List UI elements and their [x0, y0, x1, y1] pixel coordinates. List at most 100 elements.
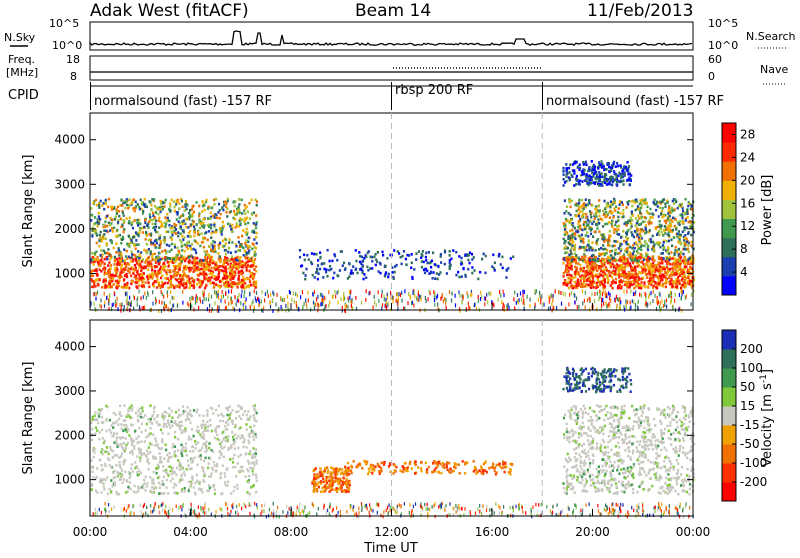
power-cell — [601, 181, 603, 184]
power-cell — [585, 234, 587, 237]
power-cell — [628, 173, 630, 176]
power-cell — [411, 262, 413, 265]
power-cell — [236, 302, 237, 306]
power-cell — [563, 292, 564, 296]
power-cell — [520, 292, 521, 296]
freq-panel-frame — [90, 56, 693, 80]
power-cell — [568, 212, 570, 215]
power-cell — [219, 269, 221, 272]
power-cell — [582, 259, 584, 262]
power-cell — [604, 248, 606, 251]
power-cell — [471, 253, 473, 256]
power-cell — [106, 225, 108, 228]
power-cell — [120, 226, 122, 229]
power-cell — [690, 244, 692, 247]
power-cell — [160, 221, 162, 224]
power-cell — [604, 176, 606, 179]
power-cell — [647, 212, 649, 215]
power-cell — [365, 256, 367, 259]
power-cell — [185, 257, 187, 260]
power-cell — [230, 274, 232, 277]
power-cell — [314, 302, 315, 306]
power-cell — [564, 233, 566, 236]
power-cell — [459, 294, 460, 298]
power-cell — [196, 294, 197, 298]
power-cell — [165, 231, 167, 234]
power-cell — [608, 291, 609, 295]
power-cell — [270, 305, 271, 309]
power-cell — [605, 294, 606, 298]
power-cell — [157, 213, 159, 216]
power-cell — [325, 271, 327, 274]
power-cell — [123, 278, 125, 281]
power-cell — [213, 224, 215, 227]
power-cell — [675, 293, 676, 297]
power-cell — [618, 273, 620, 276]
power-cell — [606, 239, 608, 242]
power-cell — [257, 297, 258, 301]
velocity-cell — [91, 470, 93, 473]
power-cell — [653, 245, 655, 248]
power-cell — [634, 230, 636, 233]
power-cell — [582, 238, 584, 241]
power-cell — [187, 226, 189, 229]
power-cell — [408, 292, 409, 296]
power-cell — [214, 275, 216, 278]
power-cell — [656, 275, 658, 278]
power-cell — [159, 208, 161, 211]
power-cell — [231, 241, 233, 244]
power-cell — [217, 305, 218, 309]
power-cell — [485, 255, 487, 258]
power-cell — [636, 259, 638, 262]
power-cell — [222, 221, 224, 224]
power-cell — [212, 240, 214, 243]
power-cell — [672, 229, 674, 232]
power-cell — [603, 285, 605, 288]
power-cell — [690, 280, 692, 283]
power-cell — [206, 297, 207, 301]
power-cell — [614, 253, 616, 256]
power-cell — [319, 257, 321, 260]
power-cell — [581, 205, 583, 208]
power-cell — [458, 255, 460, 258]
power-cell — [587, 273, 589, 276]
power-cell — [579, 246, 581, 249]
power-cell — [569, 243, 571, 246]
power-cell — [649, 219, 651, 222]
power-cell — [111, 208, 113, 211]
power-cell — [635, 307, 636, 311]
power-cell — [98, 215, 100, 218]
power-cell — [240, 222, 242, 225]
nave-label: Nave — [760, 63, 788, 76]
colorbar-swatch — [722, 123, 736, 143]
power-cell — [489, 292, 490, 296]
power-cell — [611, 281, 613, 284]
power-cell — [225, 211, 227, 214]
power-cell — [474, 303, 475, 307]
power-cell — [623, 267, 625, 270]
power-cell — [158, 247, 160, 250]
power-cell — [239, 212, 241, 215]
power-cell — [197, 233, 199, 236]
power-cell — [584, 228, 586, 231]
power-cell — [596, 240, 598, 243]
power-cell — [609, 304, 610, 308]
power-cell — [196, 283, 198, 286]
power-cell — [637, 305, 638, 309]
power-cell — [658, 256, 660, 259]
power-cell — [659, 220, 661, 223]
power-cell — [630, 227, 632, 230]
power-cell — [606, 293, 607, 297]
power-cell — [617, 211, 619, 214]
station-title: Adak West (fitACF) — [90, 1, 249, 21]
power-cell — [672, 285, 674, 288]
power-cell — [616, 162, 618, 165]
power-cell — [415, 258, 417, 261]
power-cell — [609, 264, 611, 267]
power-cell — [203, 271, 205, 274]
power-cell — [188, 267, 190, 270]
power-cell — [583, 213, 585, 216]
power-cell — [543, 302, 544, 306]
power-cell — [181, 249, 183, 252]
